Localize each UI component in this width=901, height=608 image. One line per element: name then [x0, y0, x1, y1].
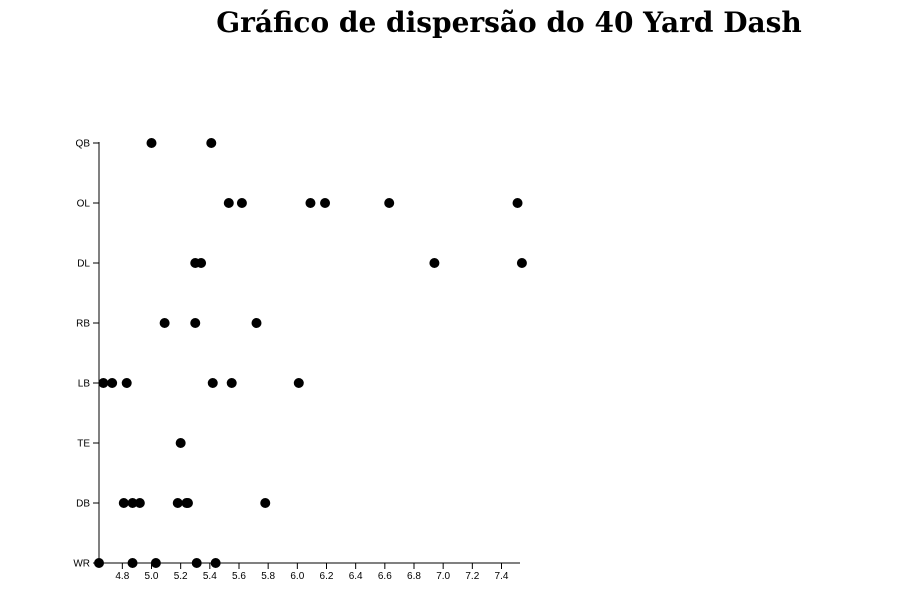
y-tick-label-ol: OL — [77, 199, 91, 210]
x-tick-label: 6.6 — [378, 571, 392, 582]
data-point-rb — [251, 318, 262, 328]
x-tick-label: 6.0 — [290, 571, 304, 582]
data-point-qb — [146, 138, 157, 148]
data-point-qb — [206, 138, 217, 148]
data-points — [94, 138, 527, 568]
data-point-lb — [293, 378, 304, 388]
data-point-ol — [305, 198, 316, 208]
x-tick-label: 4.8 — [115, 571, 129, 582]
data-point-dl — [516, 258, 527, 268]
data-point-rb — [159, 318, 170, 328]
data-point-ol — [236, 198, 247, 208]
data-point-ol — [223, 198, 234, 208]
data-point-lb — [226, 378, 237, 388]
chart-title: Gráfico de dispersão do 40 Yard Dash — [216, 6, 802, 39]
data-point-wr — [127, 558, 138, 568]
data-point-lb — [98, 378, 109, 388]
y-tick-label-lb: LB — [78, 379, 91, 390]
data-point-dl — [429, 258, 440, 268]
x-tick-label: 7.2 — [465, 571, 479, 582]
data-point-te — [175, 438, 186, 448]
data-point-wr — [150, 558, 161, 568]
x-tick-label: 6.2 — [320, 571, 334, 582]
data-point-db — [127, 498, 138, 508]
data-point-db — [182, 498, 193, 508]
x-tick-label: 5.0 — [145, 571, 159, 582]
x-tick-label: 6.4 — [349, 571, 363, 582]
data-point-lb — [121, 378, 132, 388]
y-tick-label-dl: DL — [77, 259, 90, 270]
x-tick-label: 5.6 — [232, 571, 246, 582]
data-point-ol — [320, 198, 331, 208]
x-tick-label: 5.4 — [203, 571, 217, 582]
x-tick-label: 7.4 — [495, 571, 509, 582]
y-tick-label-te: TE — [77, 439, 90, 450]
data-point-wr — [191, 558, 202, 568]
data-point-ol — [384, 198, 395, 208]
data-point-db — [172, 498, 183, 508]
x-tick-label: 7.0 — [436, 571, 450, 582]
x-tick-label: 5.8 — [261, 571, 275, 582]
data-point-wr — [210, 558, 221, 568]
data-point-db — [118, 498, 129, 508]
data-point-wr — [94, 558, 104, 568]
data-point-ol — [512, 198, 523, 208]
data-point-db — [134, 498, 145, 508]
data-point-db — [260, 498, 271, 508]
x-tick-labels: 4.8 5.0 5.2 5.4 5.6 5.8 6.0 6.2 6.4 6.6 6.8 7.0 7.2 7… — [115, 571, 509, 582]
y-tick-label-qb: QB — [76, 139, 91, 150]
x-tick-label: 6.8 — [407, 571, 421, 582]
y-tick-label-rb: RB — [76, 319, 90, 330]
data-point-rb — [190, 318, 201, 328]
data-point-lb — [207, 378, 218, 388]
data-point-dl — [196, 258, 207, 268]
data-point-lb — [107, 378, 118, 388]
x-tick-label: 5.2 — [174, 571, 188, 582]
y-tick-label-db: DB — [76, 499, 90, 510]
y-tick-label-wr: WR — [73, 559, 90, 570]
y-tick-labels: QB OL DL RB LB TE DB WR — [73, 139, 90, 570]
